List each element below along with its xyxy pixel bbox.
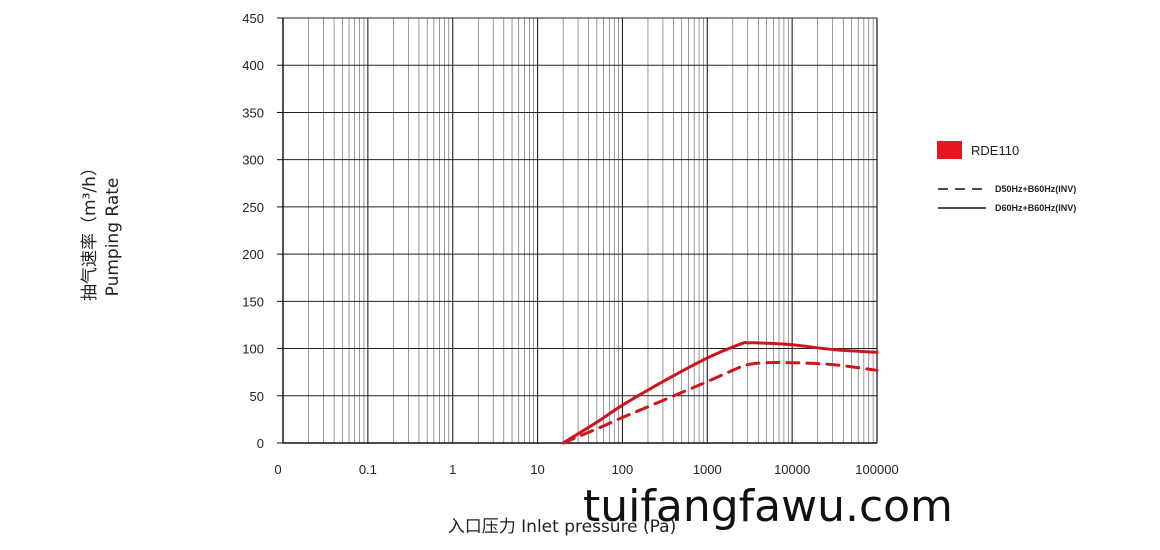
watermark-text: tuifangfawu.com [583, 481, 953, 532]
x-tick-label: 100 [612, 462, 634, 477]
legend-dashed-label: D50Hz+B60Hz(INV) [995, 184, 1076, 194]
y-tick-label: 450 [242, 11, 264, 26]
y-tick-label: 400 [242, 58, 264, 73]
y-tick-label: 350 [242, 105, 264, 120]
y-tick-label: 100 [242, 342, 264, 357]
x-tick-label: 1000 [693, 462, 722, 477]
y-axis-title-cn: 抽气速率（m³/h） [80, 159, 100, 301]
x-tick-label: 100000 [855, 462, 898, 477]
series-line-dashed [561, 360, 879, 445]
legend-solid-label: D60Hz+B60Hz(INV) [995, 203, 1076, 213]
y-tick-label: 150 [242, 294, 264, 309]
y-tick-labels: 0 50 100 150 200 250 300 350 400 450 [242, 11, 264, 451]
legend: RDE110 D50Hz+B60Hz(INV) D60Hz+B60Hz(INV) [937, 141, 1076, 213]
legend-model-swatch [937, 141, 962, 159]
y-tick-label: 250 [242, 200, 264, 215]
y-tick-label: 50 [250, 389, 264, 404]
x-tick-labels: 0 0.1 1 10 100 1000 10000 100000 [274, 462, 898, 477]
x-tick-label: 1 [449, 462, 456, 477]
axes [277, 17, 878, 444]
grid [282, 17, 878, 444]
y-axis-title-en: Pumping Rate [103, 178, 123, 297]
legend-model-label: RDE110 [971, 143, 1019, 158]
y-tick-label: 0 [257, 436, 264, 451]
x-axis-title: 入口压力 Inlet pressure (Pa) [448, 517, 676, 537]
series-line-solid [561, 340, 879, 445]
x-tick-label: 0.1 [359, 462, 377, 477]
series-lines [561, 340, 879, 445]
x-tick-label: 10 [530, 462, 544, 477]
x-tick-label: 10000 [774, 462, 810, 477]
x-tick-label: 0 [274, 462, 281, 477]
y-tick-label: 300 [242, 153, 264, 168]
y-tick-label: 200 [242, 247, 264, 262]
